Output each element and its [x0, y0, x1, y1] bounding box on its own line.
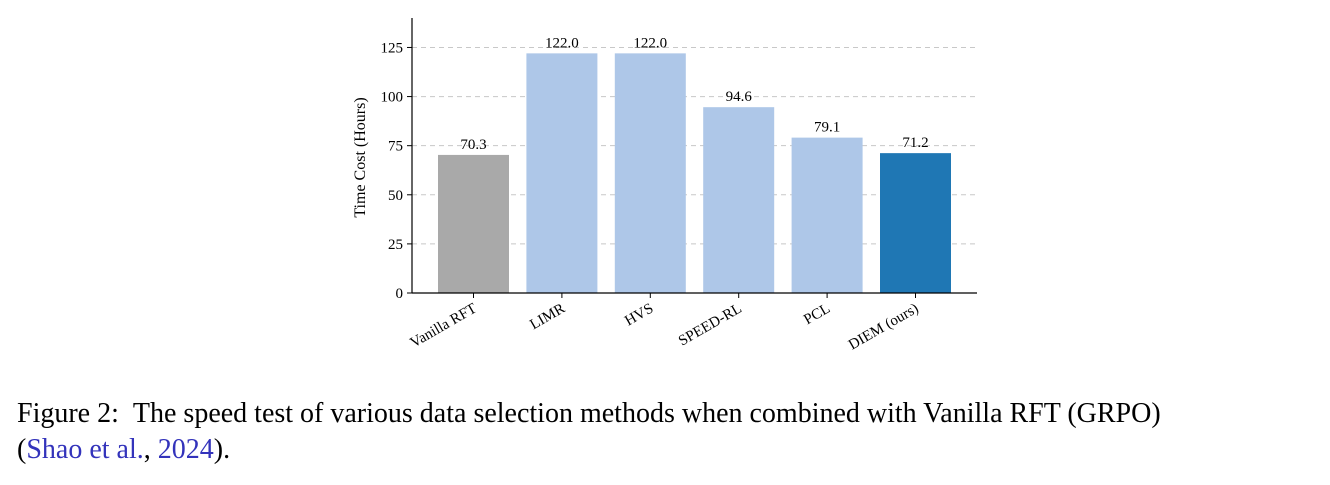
data-label: 122.0 — [633, 35, 667, 51]
caption-close: ). — [213, 434, 231, 465]
caption-open-paren: ( — [17, 434, 27, 465]
citation-authors-link[interactable]: Shao et al. — [26, 434, 144, 465]
citation-year-link[interactable]: 2024 — [157, 434, 214, 465]
x-tick-label: LIMR — [527, 301, 567, 334]
y-tick-label: 25 — [388, 237, 403, 253]
y-tick-label: 50 — [388, 188, 403, 204]
x-tick-label: Vanilla RFT — [408, 301, 480, 352]
y-axis-title: Time Cost (Hours) — [352, 97, 369, 217]
bar-chart: 70.3 122.0 122.0 94.6 79.1 71.2 0 25 50 75 100 125 V… — [352, 18, 977, 354]
bar-2 — [526, 53, 598, 293]
x-tick-label: HVS — [622, 301, 656, 330]
bar-3 — [614, 53, 686, 293]
figure-caption: Figure 2: The speed test of various data… — [17, 396, 1317, 468]
bar-6 — [880, 153, 951, 293]
x-tick-label: SPEED-RL — [676, 301, 745, 350]
data-label: 70.3 — [460, 137, 486, 153]
data-label: 79.1 — [814, 120, 840, 136]
caption-line-2: (Shao et al., 2024). — [17, 432, 1317, 468]
x-tick-label: PCL — [801, 301, 833, 329]
data-label: 71.2 — [902, 135, 928, 151]
bar-5 — [791, 137, 863, 293]
x-tick-label: DIEM (ours) — [846, 301, 921, 354]
y-tick-label: 0 — [396, 286, 404, 302]
bar-1 — [438, 154, 509, 293]
y-tick-label: 100 — [381, 90, 404, 106]
caption-prefix: Figure 2: — [17, 398, 119, 429]
data-label: 122.0 — [545, 35, 579, 51]
bar-4 — [703, 107, 775, 293]
y-tick-label: 75 — [388, 139, 403, 155]
caption-line-1: Figure 2: The speed test of various data… — [17, 396, 1317, 432]
caption-text: The speed test of various data selection… — [132, 398, 1161, 429]
citation-separator: , — [143, 434, 158, 465]
data-label: 94.6 — [726, 89, 753, 105]
y-tick-label: 125 — [381, 40, 404, 56]
